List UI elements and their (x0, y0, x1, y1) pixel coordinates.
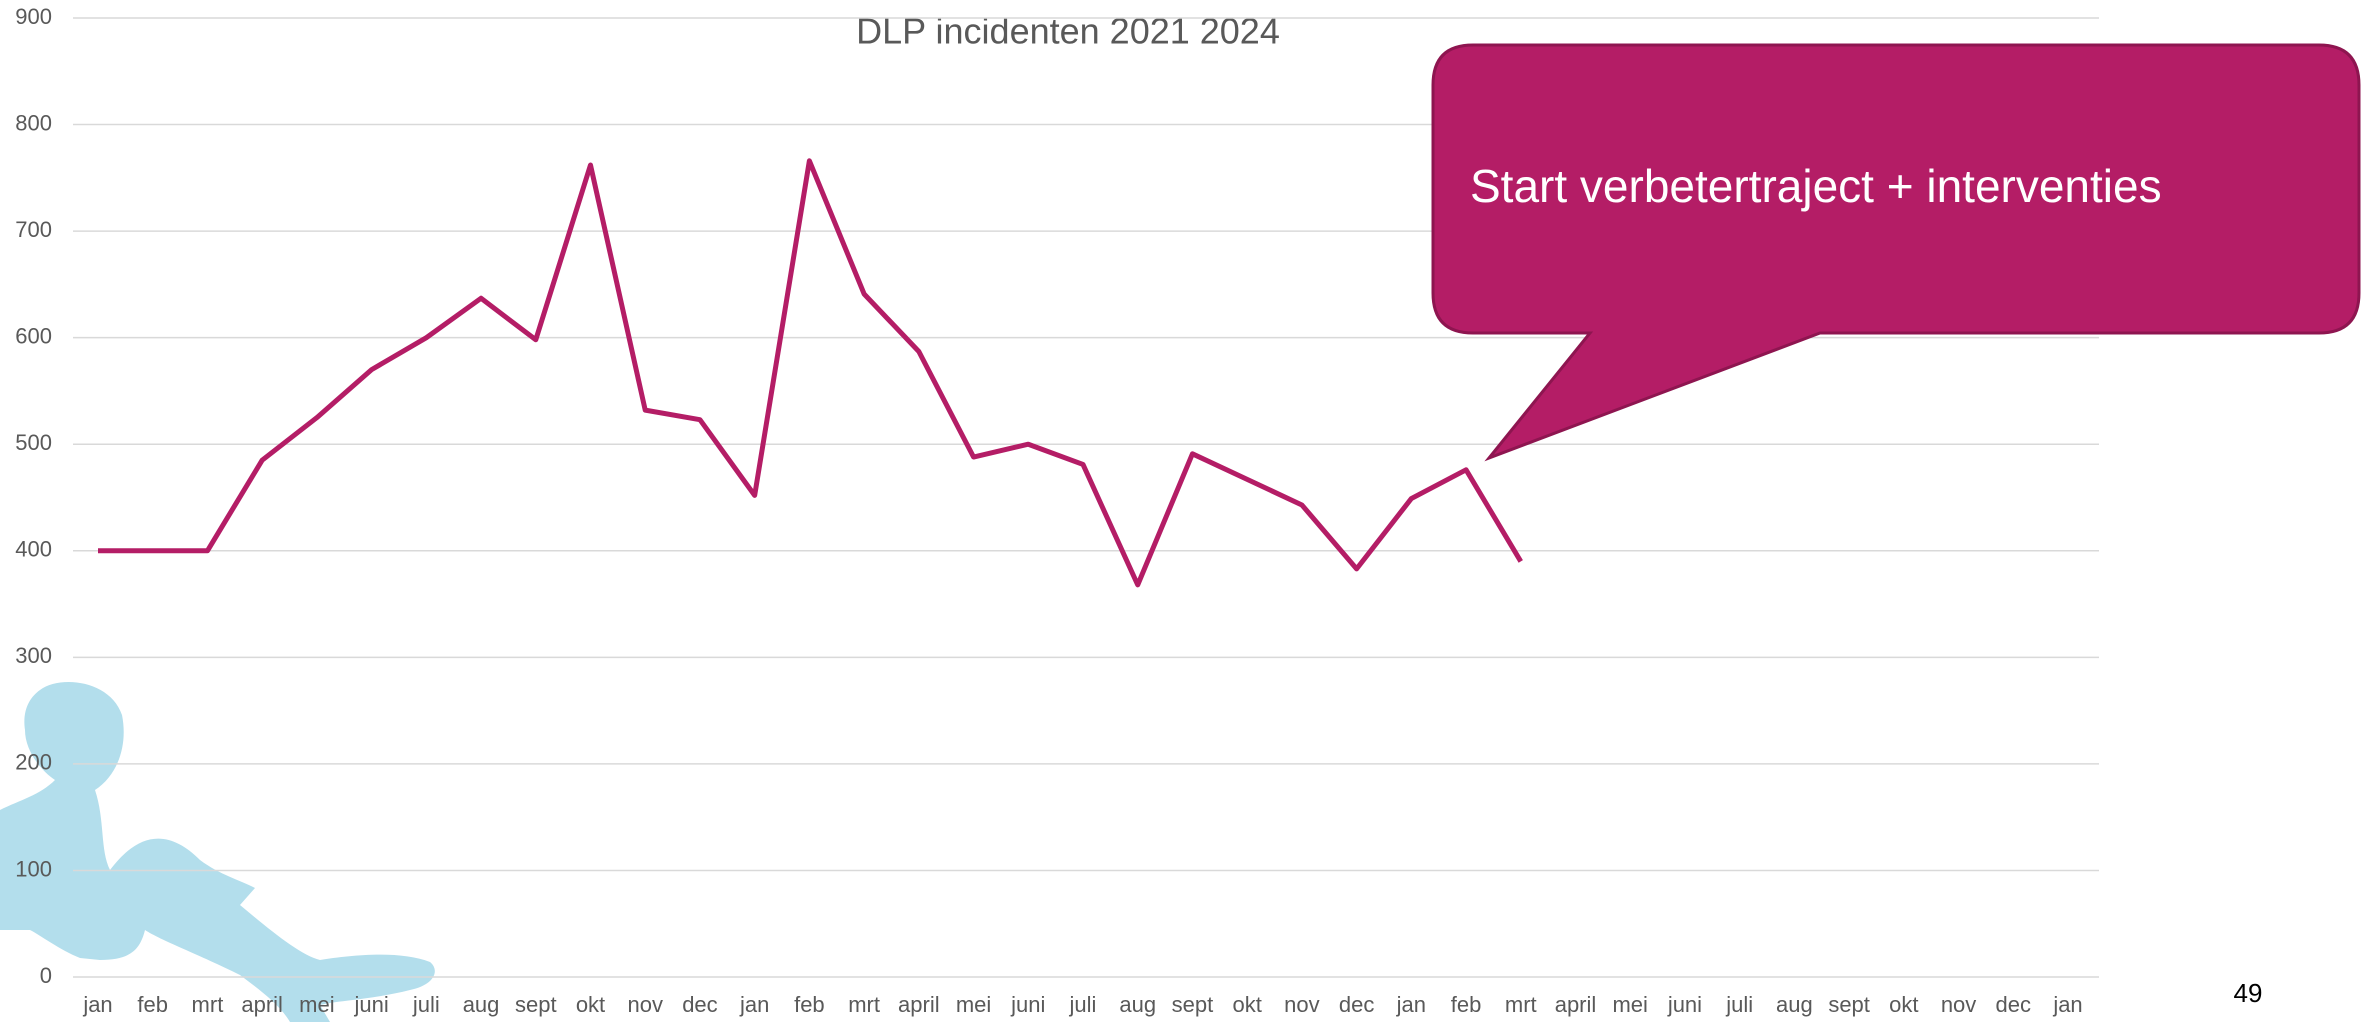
y-tick-label: 800 (15, 110, 52, 135)
x-tick-label: jan (2052, 992, 2082, 1017)
y-tick-label: 400 (15, 537, 52, 562)
x-tick-label: mrt (848, 992, 880, 1017)
x-tick-label: april (1555, 992, 1597, 1017)
x-tick-label: feb (794, 992, 825, 1017)
y-tick-label: 300 (15, 643, 52, 668)
x-tick-label: juni (353, 992, 388, 1017)
x-tick-label: mrt (1505, 992, 1537, 1017)
x-tick-label: jan (82, 992, 112, 1017)
y-tick-label: 100 (15, 856, 52, 881)
x-tick-label: mei (299, 992, 334, 1017)
x-tick-label: nov (627, 992, 662, 1017)
callout: Start verbetertraject + interventies (1433, 45, 2359, 458)
x-tick-label: sept (1172, 992, 1214, 1017)
x-tick-label: okt (1889, 992, 1918, 1017)
x-tick-label: april (241, 992, 283, 1017)
x-tick-label: aug (463, 992, 500, 1017)
x-tick-label: nov (1941, 992, 1976, 1017)
page-number: 49 (2234, 978, 2263, 1008)
y-tick-label: 700 (15, 217, 52, 242)
x-tick-label: okt (1232, 992, 1261, 1017)
data-line (98, 161, 1521, 585)
x-tick-label: mrt (192, 992, 224, 1017)
x-tick-label: okt (576, 992, 605, 1017)
x-tick-label: feb (1451, 992, 1482, 1017)
x-tick-label: feb (137, 992, 168, 1017)
chart-title: DLP incidenten 2021 2024 (856, 11, 1280, 52)
y-tick-label: 200 (15, 750, 52, 775)
x-tick-label: juni (1010, 992, 1045, 1017)
x-tick-label: aug (1776, 992, 1813, 1017)
x-tick-label: juli (1069, 992, 1097, 1017)
x-tick-label: dec (1339, 992, 1374, 1017)
callout-shape (1433, 45, 2359, 458)
x-tick-label: aug (1119, 992, 1156, 1017)
y-tick-label: 500 (15, 430, 52, 455)
decoration-silhouette (0, 682, 435, 1022)
x-tick-label: sept (1828, 992, 1870, 1017)
x-tick-label: juli (412, 992, 440, 1017)
x-tick-label: dec (682, 992, 717, 1017)
x-tick-label: juli (1725, 992, 1753, 1017)
y-tick-label: 0 (40, 963, 52, 988)
x-tick-label: nov (1284, 992, 1319, 1017)
callout-text: Start verbetertraject + interventies (1470, 160, 2162, 212)
y-tick-label: 600 (15, 323, 52, 348)
x-tick-label: jan (739, 992, 769, 1017)
slide: DLP incidenten 2021 2024 0 100 200 300 400 50… (0, 0, 2371, 1022)
x-tick-label: sept (515, 992, 557, 1017)
x-tick-label: jan (1396, 992, 1426, 1017)
x-tick-label: april (898, 992, 940, 1017)
x-tick-label: mei (1612, 992, 1647, 1017)
page: {"chart_data": {"type": "line", "title":… (0, 0, 2371, 1022)
y-tick-label: 900 (15, 4, 52, 29)
x-tick-label: juni (1667, 992, 1702, 1017)
x-tick-label: dec (1996, 992, 2031, 1017)
x-tick-label: mei (956, 992, 991, 1017)
